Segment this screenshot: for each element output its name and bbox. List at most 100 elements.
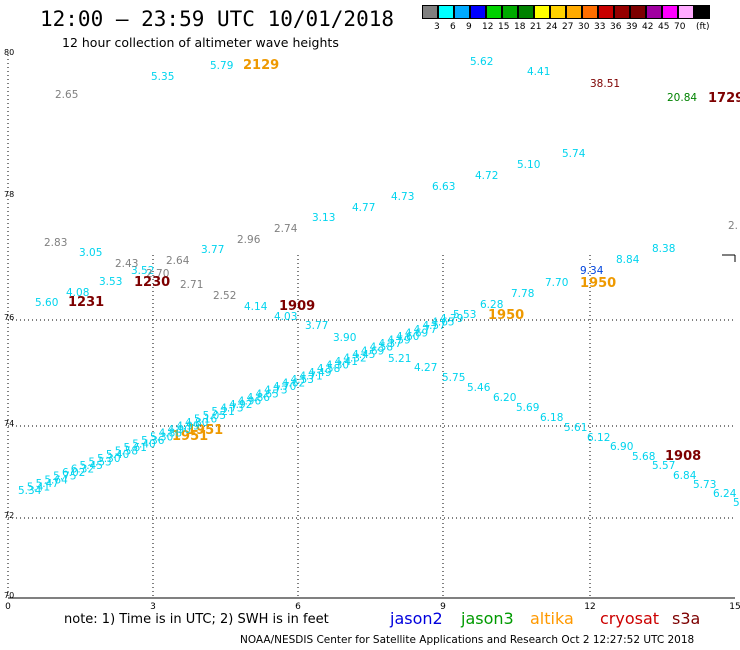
wave-height-label: 5.10 [517,159,540,171]
wave-height-label: 4.41 [527,66,550,78]
wave-height-label: 5.74 [562,148,586,160]
wave-height-label: 2. [728,220,738,232]
wave-height-label: 5.21 [211,406,234,418]
track-time-label: 1231 [68,295,104,310]
y-tick-label: 76 [4,313,14,322]
track-time-label: 2129 [243,58,279,73]
wave-height-label: 2.74 [274,223,298,235]
wave-height-label: 4.69 [361,345,384,357]
wave-height-label: 2.52 [213,290,236,302]
wave-height-label: 5.61 [124,442,147,454]
x-tick-label: 12 [584,602,595,612]
wave-height-label: 4.73 [264,385,287,397]
wave-height-label: 6.12 [587,432,610,444]
wave-height-label: 4.58 [370,342,393,354]
wave-height-label: 5.21 [388,353,411,365]
track-time-label: 1729 [708,91,740,106]
wave-height-label: 3.77 [201,244,224,256]
legend-swatch [566,5,582,19]
track-time-label: 1950 [488,308,524,323]
legend-value: 6 [450,22,456,32]
wave-height-label: 3.52 [131,265,154,277]
wave-height-label: 4.49 [308,367,331,379]
legend-swatch [518,5,534,19]
wave-height-label: 4.03 [274,311,297,323]
legend-unit: (ft) [696,22,710,32]
legend-swatch [630,5,646,19]
wave-height-label: 5. [733,497,740,509]
wave-height-label: 6.20 [493,392,516,404]
wave-height-label: 4.65 [431,317,454,329]
wave-height-label: 3.90 [333,332,356,344]
wave-height-label: 4.59 [387,335,410,347]
track-time-label: 1950 [580,276,616,291]
wave-height-label: 5.69 [516,402,539,414]
wave-height-label: 6.02 [62,467,85,479]
legend-value: 45 [658,22,670,32]
legend-swatch [502,5,518,19]
track-time-label: 1951 [172,429,208,444]
legend-swatch [614,5,630,19]
wave-height-label: 4.60 [396,331,419,343]
wave-height-label: 5.73 [693,479,716,491]
wave-height-label: 4.80 [185,417,208,429]
x-tick-label: 6 [295,602,301,612]
wave-height-label: 4.72 [475,170,498,182]
wave-height-label: 3.77 [305,320,328,332]
satellite-name: jason3 [461,609,514,628]
wave-height-label: 9.34 [580,265,604,277]
wave-height-label: 4.71 [299,370,322,382]
wave-height-label: 4.86 [247,392,271,404]
legend-swatch [598,5,614,19]
wave-height-label: 5.30 [150,431,173,443]
map-subtitle: 12 hour collection of altimeter wave hei… [62,35,339,50]
x-tick-label: 15 [729,602,740,612]
wave-height-label: 4.70 [273,381,296,393]
x-tick-label: 3 [150,602,156,612]
wave-height-label: 5.53 [88,456,111,468]
wave-height-label: 4.37 [378,338,401,350]
legend-swatch [678,5,694,19]
wave-height-label: 6.28 [480,299,503,311]
footer-note: note: 1) Time is in UTC; 2) SWH is in fe… [64,612,329,627]
wave-height-label: 6.18 [540,412,563,424]
wave-height-label: 4.30 [326,360,349,372]
legend-value: 42 [642,22,654,32]
map-title: 12:00 – 23:59 UTC 10/01/2018 [40,7,395,31]
axes [7,55,736,599]
wave-height-label: 6.63 [432,181,455,193]
wave-height-label: 5.45 [80,460,103,472]
wave-height-label: 5.46 [467,382,491,394]
wave-height-label: 5.75 [53,471,76,483]
legend-swatch [550,5,566,19]
wave-height-label: 5.58 [115,446,138,458]
satellite-name: jason2 [390,609,443,628]
legend-value: 36 [610,22,622,32]
wave-height-label: 3.53 [99,276,122,288]
wave-height-label: 5.40 [132,438,155,450]
wave-height-label: 6.90 [610,441,633,453]
wave-height-label: 4.77 [352,202,375,214]
track-time-label: 1909 [279,299,315,314]
legend-swatch [646,5,662,19]
x-tick-label: 9 [440,602,446,612]
legend-value: 70 [674,22,686,32]
wave-height-label: 4.77 [414,324,437,336]
wave-height-label: 38.51 [590,78,620,90]
wave-height-label: 20.84 [667,92,697,104]
legend-swatch [694,5,710,19]
wave-height-label: 4.99 [176,421,199,433]
wave-height-label: 5.64 [44,474,68,486]
wave-height-label: 6.24 [713,488,737,500]
legend-swatch [486,5,502,19]
wave-height-label: 5.05 [203,410,226,422]
satellite-name: cryosat [600,609,660,628]
wave-height-label: 4.73 [220,403,243,415]
wave-height-label: 2.71 [180,279,203,291]
wave-height-label: 2.83 [44,237,67,249]
wave-height-label: 6.32 [71,464,94,476]
wave-height-label: 5.60 [35,297,58,309]
wave-height-label: 3.05 [79,247,102,259]
wave-height-label: 4.27 [414,362,437,374]
